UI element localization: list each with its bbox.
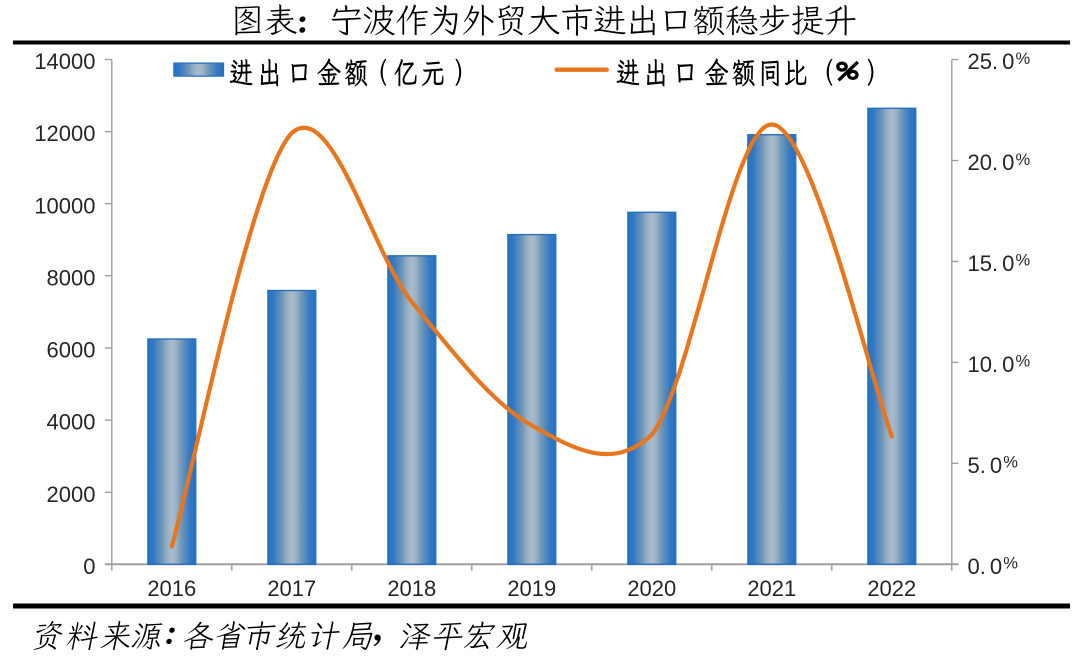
svg-text:6000: 6000 — [47, 338, 96, 363]
svg-text:5.0%: 5. 0% — [968, 453, 1019, 478]
svg-text:2000: 2000 — [47, 482, 96, 507]
svg-text:2017: 2017 — [267, 576, 316, 601]
svg-text:12000: 12000 — [34, 121, 95, 146]
svg-text:8000: 8000 — [47, 265, 96, 290]
svg-text:2022: 2022 — [867, 576, 916, 601]
svg-text:10000: 10000 — [34, 193, 95, 218]
svg-text:0: 0 — [83, 554, 95, 579]
svg-text:2018: 2018 — [387, 576, 436, 601]
svg-text:2016: 2016 — [147, 576, 196, 601]
svg-text:2020: 2020 — [627, 576, 676, 601]
svg-text:4000: 4000 — [47, 410, 96, 435]
svg-text:2021: 2021 — [747, 576, 796, 601]
svg-text:14000: 14000 — [34, 49, 95, 74]
svg-text:2019: 2019 — [507, 576, 556, 601]
